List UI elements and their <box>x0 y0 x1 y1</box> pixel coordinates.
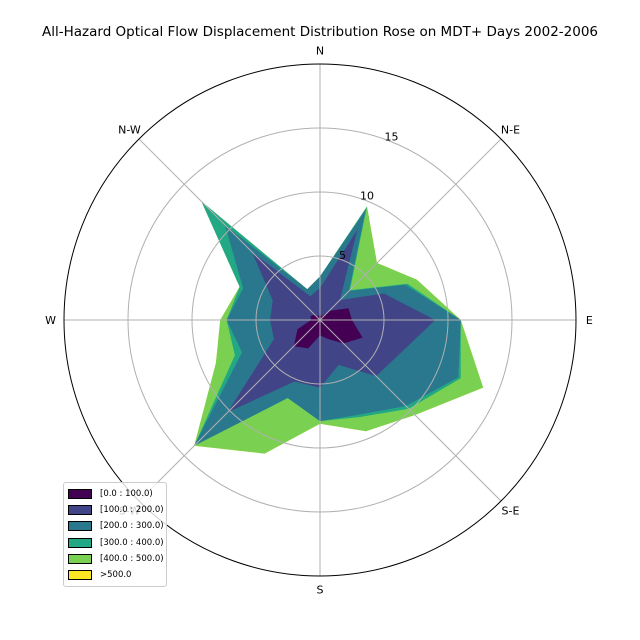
legend-swatch <box>68 537 92 548</box>
legend-label: [200.0 : 300.0) <box>100 521 164 532</box>
legend-entry: [200.0 : 300.0) <box>68 518 164 534</box>
legend-label: [0.0 : 100.0) <box>100 489 153 500</box>
grid-spoke-1 <box>319 138 502 321</box>
legend-entry: [100.0 : 200.0) <box>68 502 164 518</box>
legend: [0.0 : 100.0) [100.0 : 200.0) [200.0 : 300… <box>63 482 167 588</box>
legend-entry: [300.0 : 400.0) <box>68 535 164 551</box>
legend-swatch <box>68 505 92 516</box>
direction-label: E <box>586 314 593 327</box>
direction-label: N-E <box>501 124 520 137</box>
r-tick-label: 5 <box>339 249 346 262</box>
legend-swatch <box>68 489 92 500</box>
legend-label: [400.0 : 500.0) <box>100 553 164 564</box>
series-fills <box>194 201 484 454</box>
polar-grid <box>63 63 577 577</box>
direction-label: N <box>316 45 324 58</box>
r-tick-label: 15 <box>385 131 399 144</box>
outer-frame <box>63 63 577 577</box>
grid-spoke-3 <box>319 319 502 502</box>
legend-swatch <box>68 521 92 532</box>
legend-swatch <box>68 570 92 581</box>
grid-spoke-7 <box>138 138 321 321</box>
direction-label: S-E <box>502 505 520 518</box>
legend-label: [100.0 : 200.0) <box>100 505 164 516</box>
r-tick-label: 10 <box>360 190 374 203</box>
legend-swatch <box>68 553 92 564</box>
direction-label: S <box>317 583 324 596</box>
legend-entry: [400.0 : 500.0) <box>68 551 164 567</box>
legend-label: >500.0 <box>100 570 132 581</box>
legend-entry: >500.0 <box>68 567 162 583</box>
radial-tick-labels: 5 10 15 <box>339 131 399 262</box>
grid-spoke-5 <box>138 319 321 502</box>
direction-label: W <box>45 314 56 327</box>
direction-label: N-W <box>118 124 141 137</box>
legend-entry: [0.0 : 100.0) <box>68 486 162 502</box>
legend-label: [300.0 : 400.0) <box>100 537 164 548</box>
chart-title: All-Hazard Optical Flow Displacement Dis… <box>41 24 599 40</box>
